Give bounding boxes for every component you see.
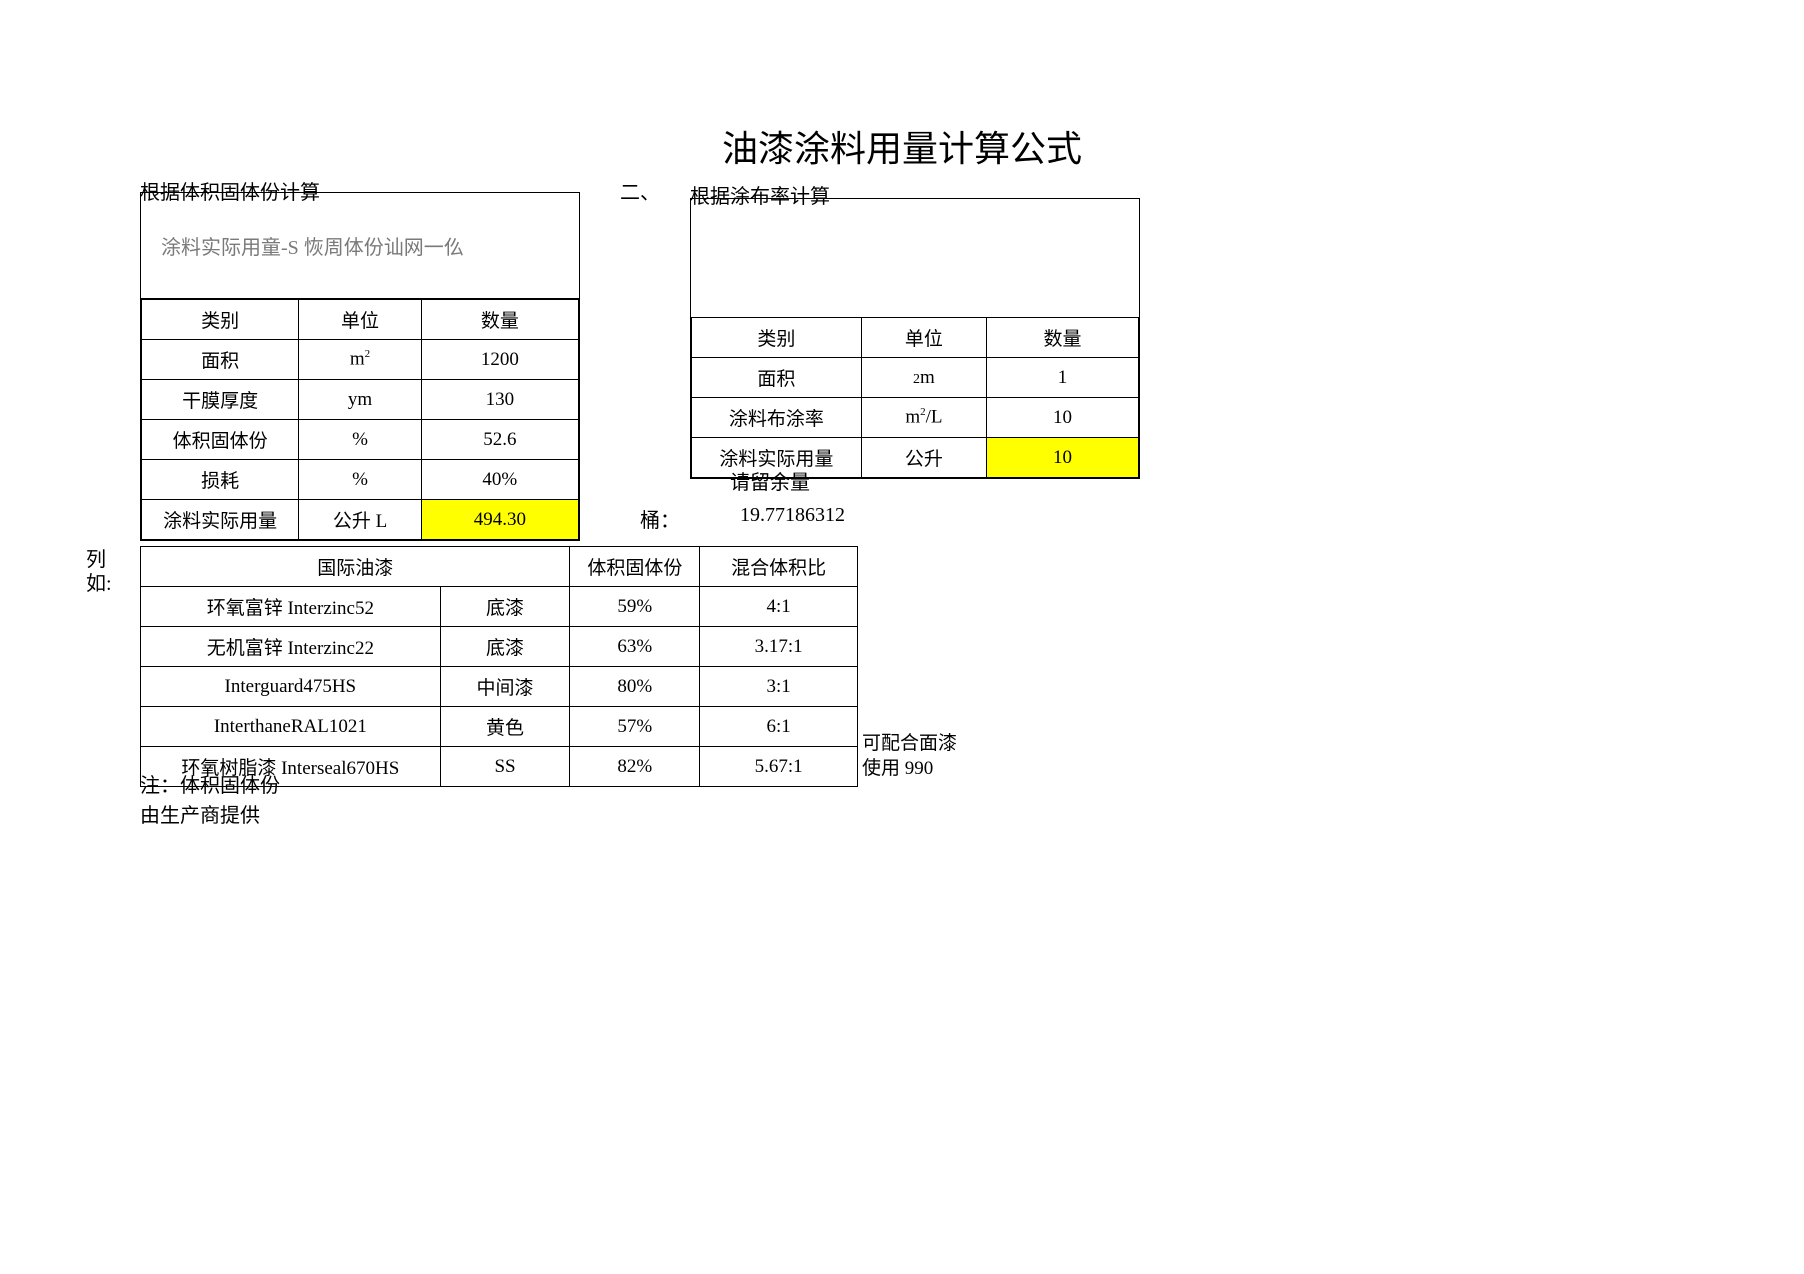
footnote-1: 注：体积固体份 [140,772,280,800]
t2-h-cat: 类别 [692,318,862,358]
table-row: 面积 2m 1 [692,358,1139,398]
t3-h-paint: 国际油漆 [141,547,570,587]
t3-ratio: 4:1 [700,587,858,627]
t3-name: 环氧富锌 Interzinc52 [141,587,441,627]
t3-ratio: 3:1 [700,667,858,707]
t1-qty: 130 [421,380,578,420]
t3-name: Interguard475HS [141,667,441,707]
table1-header-row: 类别 单位 数量 [142,300,579,340]
t3-ratio: 5.67:1 [700,747,858,787]
t3-vs: 59% [570,587,700,627]
t2-unit: m2/L [861,398,986,438]
example-label: 列如: [86,548,126,596]
footnote-2: 由生产商提供 [140,802,260,830]
t3-name: 无机富锌 Interzinc22 [141,627,441,667]
section2-marker: 二、 [620,176,660,205]
table2: 类别 单位 数量 面积 2m 1 涂料布涂率 m2/L 10 涂料实际用量 公升… [691,317,1139,478]
t3-vs: 57% [570,707,700,747]
t1-unit: 公升 L [299,500,421,540]
t2-qty-result: 10 [987,438,1139,478]
t1-h-qty: 数量 [421,300,578,340]
t3-type: 底漆 [440,587,570,627]
t2-qty: 10 [987,398,1139,438]
t1-cat: 面积 [142,340,299,380]
t1-cat: 干膜厚度 [142,380,299,420]
t1-qty: 52.6 [421,420,578,460]
t3-name: InterthaneRAL1021 [141,707,441,747]
t3-h-vs: 体积固体份 [570,547,700,587]
t3-type: 中间漆 [440,667,570,707]
paint-reference-table: 国际油漆 体积固体份 混合体积比 环氧富锌 Interzinc52 底漆 59%… [140,546,858,787]
t3-vs: 63% [570,627,700,667]
box1-title: 涂料实际用童-S 恢周体份讪网一仫 [141,193,579,299]
table-row: 损耗 % 40% [142,460,579,500]
t2-unit: 公升 [861,438,986,478]
table-row: 体积固体份 % 52.6 [142,420,579,460]
t1-unit: % [299,460,421,500]
t3-type: 黄色 [440,707,570,747]
table2-header-row: 类别 单位 数量 [692,318,1139,358]
t2-h-qty: 数量 [987,318,1139,358]
t1-unit: ym [299,380,421,420]
t1-qty: 40% [421,460,578,500]
table-row: 无机富锌 Interzinc22 底漆 63% 3.17:1 [141,627,858,667]
table-row: 干膜厚度 ym 130 [142,380,579,420]
side-note-line2: 使用 990 [862,757,957,782]
t2-cat: 涂料布涂率 [692,398,862,438]
t1-h-cat: 类别 [142,300,299,340]
t3-ratio: 3.17:1 [700,627,858,667]
t3-type: SS [440,747,570,787]
calc-box-2: 类别 单位 数量 面积 2m 1 涂料布涂率 m2/L 10 涂料实际用量 公升… [690,198,1140,479]
table-row: InterthaneRAL1021 黄色 57% 6:1 [141,707,858,747]
t2-h-unit: 单位 [861,318,986,358]
t2-qty: 1 [987,358,1139,398]
t1-h-unit: 单位 [299,300,421,340]
bucket-label: 桶： [640,504,680,533]
bucket-value: 19.77186312 [740,504,845,527]
t3-vs: 80% [570,667,700,707]
t1-qty-result: 494.30 [421,500,578,540]
table1: 类别 单位 数量 面积 m2 1200 干膜厚度 ym 130 体积固体份 % … [141,299,579,540]
t1-qty: 1200 [421,340,578,380]
table-row: 面积 m2 1200 [142,340,579,380]
box2-spacer [691,199,1139,317]
t3-h-ratio: 混合体积比 [700,547,858,587]
table-row: 涂料实际用量 公升 L 494.30 [142,500,579,540]
table-row: 环氧富锌 Interzinc52 底漆 59% 4:1 [141,587,858,627]
t1-unit: m2 [299,340,421,380]
side-note-line1: 可配合面漆 [862,732,957,757]
page-title: 油漆涂料用量计算公式 [0,120,1804,172]
t2-cat: 面积 [692,358,862,398]
t3-type: 底漆 [440,627,570,667]
t2-unit: 2m [861,358,986,398]
table-row: Interguard475HS 中间漆 80% 3:1 [141,667,858,707]
t1-unit: % [299,420,421,460]
t3-vs: 82% [570,747,700,787]
t1-cat: 损耗 [142,460,299,500]
table-row: 涂料布涂率 m2/L 10 [692,398,1139,438]
t1-cat: 涂料实际用量 [142,500,299,540]
t1-cat: 体积固体份 [142,420,299,460]
side-note: 可配合面漆 使用 990 [862,732,957,781]
calc-box-1: 涂料实际用童-S 恢周体份讪网一仫 类别 单位 数量 面积 m2 1200 干膜… [140,192,580,541]
table3-header-row: 国际油漆 体积固体份 混合体积比 [141,547,858,587]
remain-note: 请留余量 [730,466,810,495]
t3-ratio: 6:1 [700,707,858,747]
